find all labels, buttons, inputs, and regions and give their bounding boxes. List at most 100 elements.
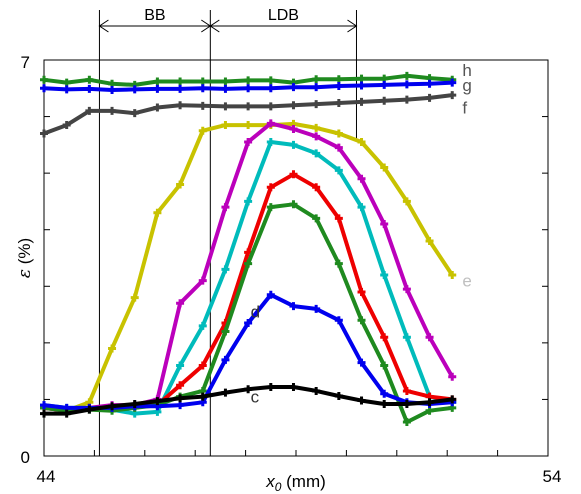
series-g	[40, 78, 457, 94]
data-point-f	[289, 101, 298, 110]
data-point-d	[312, 304, 321, 313]
data-point-n	[176, 361, 185, 370]
data-point-m	[334, 143, 343, 152]
data-point-n	[380, 270, 389, 279]
data-point-g	[40, 84, 48, 93]
data-point-g	[176, 84, 185, 93]
data-point-d	[357, 358, 366, 367]
data-point-f	[425, 93, 434, 102]
data-point-m	[266, 119, 275, 128]
data-point-d	[289, 302, 298, 311]
data-point-h	[153, 77, 162, 86]
data-point-c	[334, 392, 343, 401]
x-tick-label-end: 54	[543, 467, 562, 486]
data-point-g	[402, 80, 411, 89]
series-f	[40, 91, 457, 138]
series-label-h: h	[462, 61, 471, 80]
data-point-e	[357, 138, 366, 147]
data-point-c	[244, 385, 253, 394]
data-point-s	[312, 214, 321, 223]
data-point-g	[85, 84, 94, 93]
data-point-d	[244, 319, 253, 328]
data-point-e	[244, 121, 253, 130]
data-point-f	[357, 97, 366, 106]
data-point-n	[221, 265, 230, 274]
data-point-f	[266, 102, 275, 111]
data-point-f	[244, 102, 253, 111]
data-point-c	[312, 386, 321, 395]
data-point-h	[198, 77, 207, 86]
data-point-r	[289, 170, 298, 179]
data-point-h	[62, 78, 71, 87]
data-point-c	[153, 397, 162, 406]
data-point-r	[198, 361, 207, 370]
data-point-n	[334, 166, 343, 175]
data-point-s	[380, 361, 389, 370]
data-point-r	[266, 183, 275, 192]
plot-frame-group	[43, 59, 549, 457]
data-point-e	[380, 163, 389, 172]
data-point-s	[266, 203, 275, 212]
data-point-h	[357, 74, 366, 83]
data-point-r	[334, 214, 343, 223]
data-point-m	[380, 220, 389, 229]
data-point-e	[402, 197, 411, 206]
data-point-g	[62, 85, 71, 94]
data-point-g	[380, 80, 389, 89]
data-point-m	[402, 285, 411, 294]
data-point-m	[357, 174, 366, 183]
data-point-d	[266, 290, 275, 299]
x-axis-label: x0 (mm)	[265, 472, 326, 494]
data-point-m	[448, 372, 457, 381]
data-point-h	[266, 76, 275, 85]
series-labels: hgf e d c	[251, 61, 472, 406]
data-point-f	[402, 95, 411, 104]
data-point-e	[176, 180, 185, 189]
data-point-s	[357, 316, 366, 325]
data-point-r	[380, 333, 389, 342]
data-point-c	[108, 402, 117, 411]
region-label: BB	[144, 7, 165, 24]
data-point-c	[62, 409, 71, 418]
data-point-g	[153, 84, 162, 93]
x-tick-label-start: 44	[37, 467, 56, 486]
data-point-m	[176, 299, 185, 308]
data-point-n	[402, 333, 411, 342]
data-point-d	[380, 389, 389, 398]
data-point-n	[244, 197, 253, 206]
y-axis-unit: (%)	[15, 238, 34, 269]
data-point-f	[153, 103, 162, 112]
data-point-f	[448, 91, 457, 100]
region-arrow-head-left	[209, 19, 220, 33]
data-point-n	[198, 321, 207, 330]
data-point-c	[357, 396, 366, 405]
data-point-g	[108, 85, 117, 94]
data-point-n	[357, 203, 366, 212]
data-point-e	[312, 123, 321, 132]
data-point-g	[312, 83, 321, 92]
data-point-m	[312, 132, 321, 141]
series-line-n	[42, 140, 455, 416]
data-point-d	[40, 401, 48, 410]
x-axis-unit: (mm)	[281, 472, 325, 491]
data-point-c	[289, 382, 298, 391]
data-point-r	[357, 287, 366, 296]
data-point-h	[176, 77, 185, 86]
y-axis-symbol: ε	[15, 269, 35, 278]
data-point-g	[425, 79, 434, 88]
data-point-h	[312, 75, 321, 84]
data-point-r	[176, 381, 185, 390]
data-point-f	[198, 101, 207, 110]
data-point-f	[312, 100, 321, 109]
series-label-e: e	[462, 272, 471, 291]
data-point-g	[198, 84, 207, 93]
data-point-h	[402, 71, 411, 80]
data-point-f	[108, 106, 117, 115]
data-point-n	[312, 149, 321, 158]
data-point-m	[221, 203, 230, 212]
data-point-e	[221, 121, 230, 130]
region-arrow-head-left	[98, 19, 109, 33]
data-point-r	[312, 183, 321, 192]
data-point-f	[85, 106, 94, 115]
